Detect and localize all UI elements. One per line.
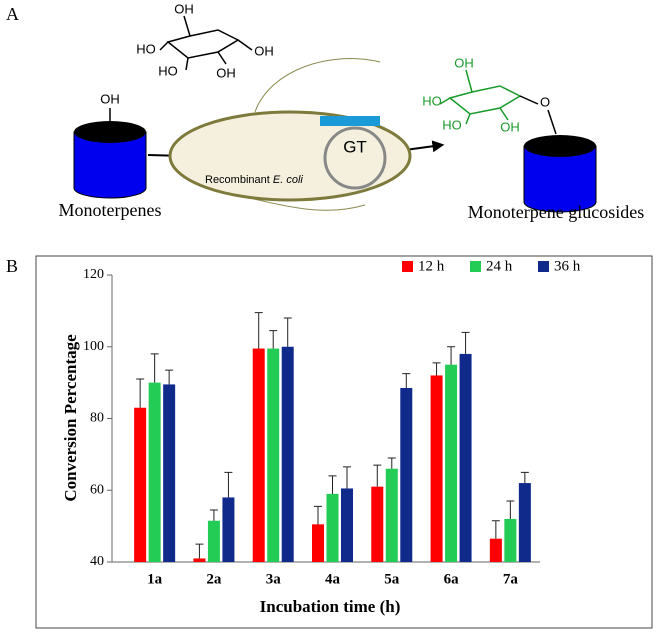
panel-label: A bbox=[6, 4, 19, 24]
cylinder bbox=[523, 145, 597, 213]
legend-label: 36 h bbox=[554, 258, 581, 274]
bar bbox=[148, 382, 161, 562]
plasmid bbox=[323, 126, 387, 190]
legend-swatch bbox=[470, 261, 481, 272]
bar bbox=[341, 488, 353, 562]
error-bar bbox=[150, 353, 159, 383]
bar bbox=[489, 538, 502, 562]
legend-label: 24 h bbox=[486, 258, 513, 274]
error-bar bbox=[506, 500, 515, 519]
panel-label: B bbox=[6, 256, 18, 276]
y-tick-label: 60 bbox=[90, 482, 104, 497]
error-bar bbox=[447, 346, 456, 365]
y-tick-label: 80 bbox=[90, 411, 104, 426]
error-bar bbox=[343, 466, 351, 489]
cylinder-top bbox=[74, 121, 146, 143]
sugar-label: OH bbox=[216, 65, 236, 80]
x-tick-label: 4a bbox=[325, 571, 341, 587]
error-bar bbox=[165, 369, 174, 385]
error-bar bbox=[209, 509, 218, 521]
bar bbox=[504, 518, 517, 562]
error-bar bbox=[461, 331, 470, 354]
cylinder bbox=[73, 131, 147, 199]
x-tick-label: 3a bbox=[266, 571, 282, 587]
y-axis-title: Conversion Percentage bbox=[61, 334, 80, 502]
product-label: OH bbox=[500, 119, 520, 134]
bar bbox=[445, 364, 458, 562]
cell-prefix: Recombinant bbox=[205, 174, 270, 186]
product-label: HO bbox=[442, 117, 462, 132]
y-tick-label: 120 bbox=[83, 267, 104, 282]
error-bar bbox=[254, 312, 263, 349]
legend-label: 12 h bbox=[418, 258, 445, 274]
glucose-structure bbox=[159, 15, 253, 71]
substrate-label: Monoterpenes bbox=[59, 200, 162, 220]
bar bbox=[430, 375, 443, 562]
error-bar bbox=[402, 373, 411, 389]
legend-swatch bbox=[538, 261, 549, 272]
glucoside-structure bbox=[439, 69, 539, 125]
bar bbox=[252, 348, 265, 562]
enzyme-label: GT bbox=[343, 137, 367, 156]
x-tick-label: 5a bbox=[384, 571, 400, 587]
x-tick-label: 7a bbox=[503, 571, 519, 587]
product-label: OH bbox=[454, 55, 474, 70]
bar bbox=[312, 524, 324, 562]
error-bar bbox=[269, 330, 278, 349]
error-bar bbox=[195, 543, 204, 559]
error-bar bbox=[314, 505, 322, 525]
x-tick-label: 1a bbox=[147, 571, 163, 587]
bar bbox=[281, 346, 294, 562]
bar bbox=[267, 348, 280, 562]
error-bar bbox=[373, 464, 382, 487]
cell-species: E. coli bbox=[273, 174, 304, 186]
chart-frame bbox=[35, 255, 653, 629]
sugar-label: HO bbox=[136, 41, 156, 56]
bar bbox=[134, 407, 147, 562]
x-axis-title: Incubation time (h) bbox=[260, 597, 401, 616]
x-tick-label: 2a bbox=[206, 571, 222, 587]
product-label: O bbox=[540, 94, 550, 109]
bar bbox=[163, 384, 176, 562]
product-name: Monoterpene glucosides bbox=[468, 202, 644, 222]
x-tick-label: 6a bbox=[444, 571, 460, 587]
bar bbox=[371, 486, 384, 562]
bar bbox=[222, 497, 235, 562]
flagellum bbox=[249, 197, 366, 211]
bar bbox=[518, 483, 531, 562]
bar bbox=[207, 520, 220, 562]
error-bar bbox=[224, 471, 233, 498]
error-bar bbox=[136, 378, 145, 408]
error-bar bbox=[283, 317, 292, 347]
error-bar bbox=[520, 471, 529, 484]
sugar-label: OH bbox=[174, 1, 194, 16]
error-bar bbox=[432, 362, 441, 376]
error-bar bbox=[491, 520, 500, 539]
arrow bbox=[404, 140, 445, 153]
cell-label: Recombinant E. coli bbox=[205, 174, 303, 186]
flagellum bbox=[254, 58, 381, 113]
sugar-label: OH bbox=[254, 43, 274, 58]
sugar-label: HO bbox=[158, 63, 178, 78]
error-bar bbox=[387, 457, 396, 469]
cylinder-top bbox=[524, 135, 596, 157]
substrate-group: OH bbox=[100, 91, 120, 106]
legend-swatch bbox=[402, 261, 413, 272]
bar bbox=[326, 493, 339, 562]
bond bbox=[547, 109, 557, 135]
y-tick-label: 40 bbox=[90, 554, 104, 569]
bar bbox=[385, 468, 398, 562]
bar bbox=[193, 558, 206, 562]
bar bbox=[400, 388, 413, 562]
error-bar bbox=[328, 475, 337, 494]
gene bbox=[320, 116, 380, 126]
bar bbox=[459, 353, 472, 562]
cell bbox=[168, 110, 412, 202]
y-tick-label: 100 bbox=[83, 339, 104, 354]
product-label: HO bbox=[422, 93, 442, 108]
